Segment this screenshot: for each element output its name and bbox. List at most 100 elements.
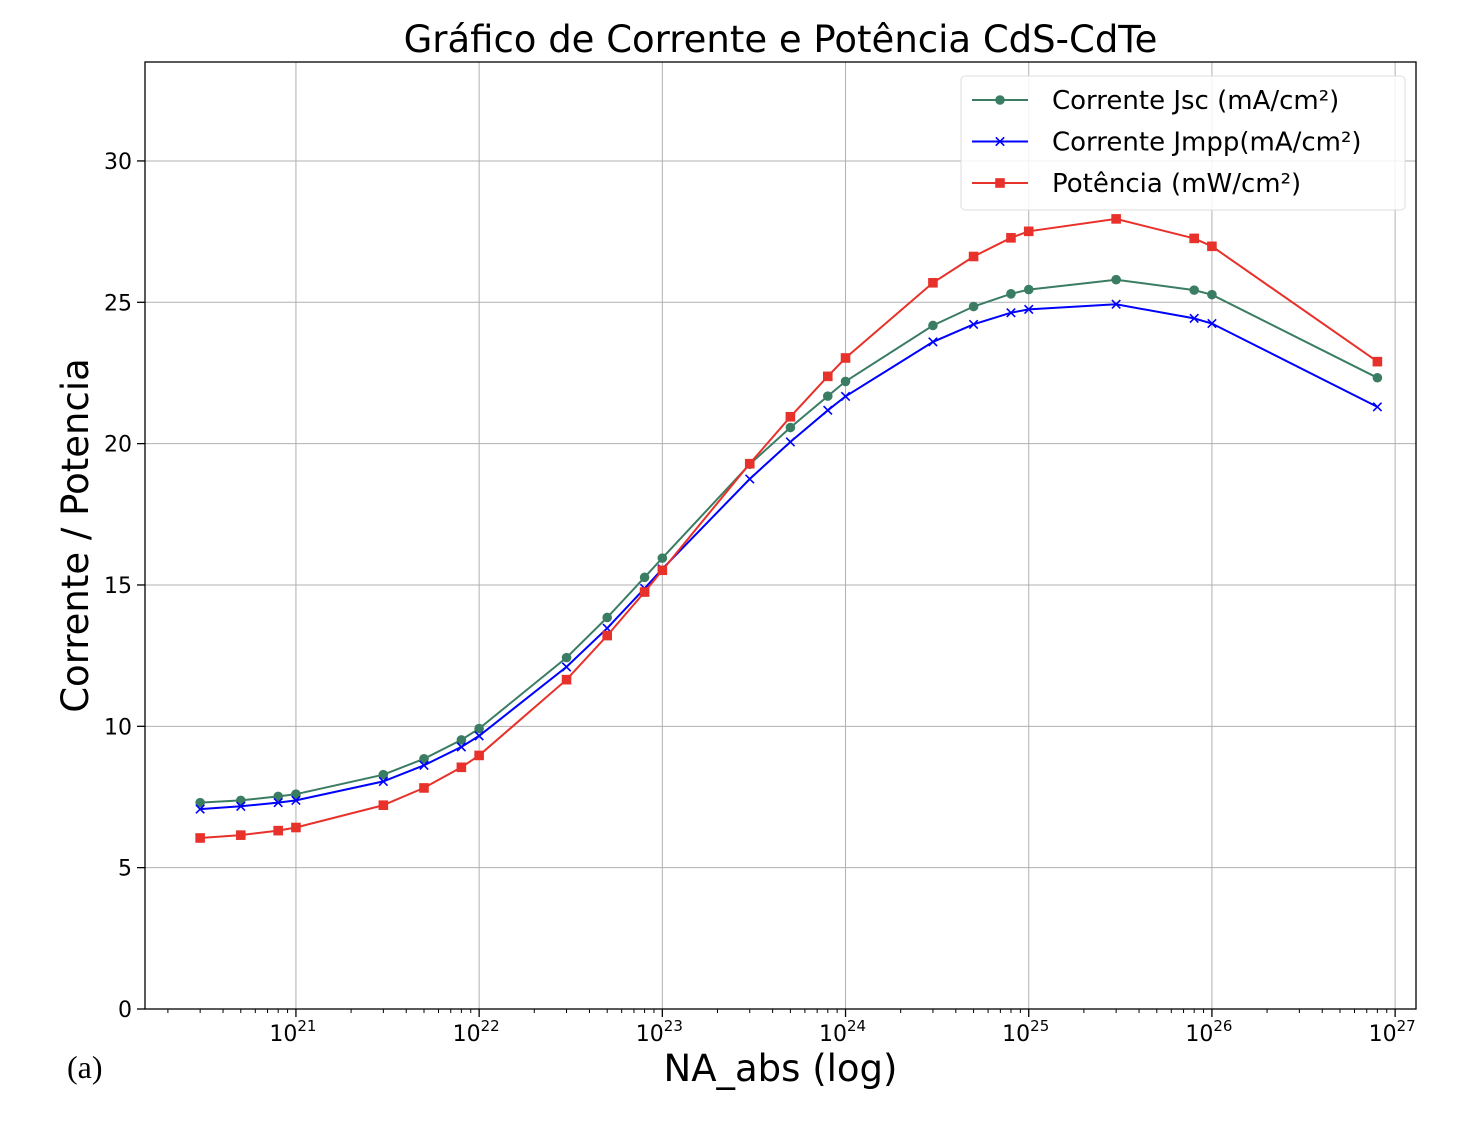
y-tick-label: 20 [104,433,132,458]
x-tick-label: 1027 [1369,1017,1416,1047]
data-point [1006,307,1016,318]
data-point [378,776,389,787]
legend-item: Potência (mW/cm²) [972,169,1301,199]
data-point [785,422,796,433]
data-point [1207,241,1217,252]
legend-label: Corrente Jsc (mA/cm²) [1052,86,1339,116]
data-point [1372,372,1383,383]
data-point [968,251,979,262]
data-point [968,319,979,330]
y-tick-label: 5 [118,857,132,882]
y-tick-label: 0 [118,998,132,1023]
data-point [928,320,938,331]
data-point [744,474,755,484]
data-point [1372,402,1383,412]
data-point [195,797,205,808]
data-point [785,437,796,447]
data-point [822,391,833,401]
data-point [602,612,612,623]
data-point [474,731,484,741]
data-point [1189,233,1199,244]
series-line [200,303,1378,811]
data-point [657,553,668,563]
legend-item: Corrente Jmpp(mA/cm²) [972,128,1362,158]
data-point [928,277,938,288]
data-point [744,458,755,469]
data-point [273,791,283,802]
x-tick-label: 1025 [1002,1017,1049,1047]
x-axis-label: NA_abs (log) [664,1047,898,1090]
data-point [1372,356,1383,367]
tick-layer: 0 5 10 15 20 25 30 1021 1022 1023 1024 1025 1026 1027 [104,150,1416,1047]
data-point [1111,214,1121,224]
data-point [1189,313,1199,324]
data-point [968,301,979,312]
x-tick-label: 1026 [1185,1017,1232,1047]
data-point [639,587,650,597]
y-tick-label: 15 [104,574,132,599]
data-point [822,371,833,382]
data-point [1207,318,1217,329]
data-point [840,376,851,387]
data-point [195,804,205,814]
data-point [840,353,851,363]
series-line [200,278,1378,804]
data-point [1023,304,1034,315]
grid-layer [145,62,1416,1010]
data-point [561,652,572,663]
data-point [456,762,467,773]
series-2 [195,299,1383,814]
data-point [1111,274,1121,285]
chart-title: Gráfico de Corrente e Potência CdS-CdTe [404,18,1158,61]
x-tick-label: 1023 [636,1017,683,1047]
legend-item: Corrente Jsc (mA/cm²) [972,86,1339,116]
legend-marker [995,178,1005,188]
data-point [235,795,246,806]
x-tick-label: 1022 [453,1017,500,1047]
legend-label: Potência (mW/cm²) [1052,169,1301,199]
data-point [291,822,301,833]
data-point [236,801,246,812]
data-point [456,735,467,745]
legend-marker [995,136,1005,147]
data-point [291,789,301,799]
data-point [419,783,429,793]
data-point [785,411,796,422]
data-point [273,797,283,808]
data-point [1023,226,1034,237]
data-point [602,630,612,641]
data-point [639,572,650,583]
data-point [1023,284,1034,295]
data-point [474,750,484,761]
x-tick-label: 1021 [269,1017,316,1047]
data-point [456,742,467,752]
data-point [291,795,301,806]
data-point [419,760,429,771]
data-point [1006,289,1016,299]
panel-label: (a) [67,1049,103,1085]
x-tick-label: 1024 [819,1017,866,1047]
data-point [419,754,429,764]
data-point [378,769,389,780]
legend-box [960,75,1406,211]
series-line [200,217,1378,839]
data-point [657,565,668,576]
data-point [561,674,572,685]
series-1 [195,274,1383,808]
legend-marker [995,95,1005,105]
y-axis-label: Corrente / Potencia [54,358,97,713]
data-point [1111,299,1121,310]
legend: Corrente Jsc (mA/cm²) Corrente Jmpp(mA/cm… [960,75,1406,211]
data-point [378,800,389,810]
data-point [823,405,833,416]
data-point [235,830,246,840]
data-point [561,662,572,672]
data-point [1006,233,1016,243]
data-point [928,337,938,347]
data-point [474,723,484,734]
plot-frame [144,61,1417,1010]
data-point [1207,289,1217,300]
series-3 [195,214,1383,843]
